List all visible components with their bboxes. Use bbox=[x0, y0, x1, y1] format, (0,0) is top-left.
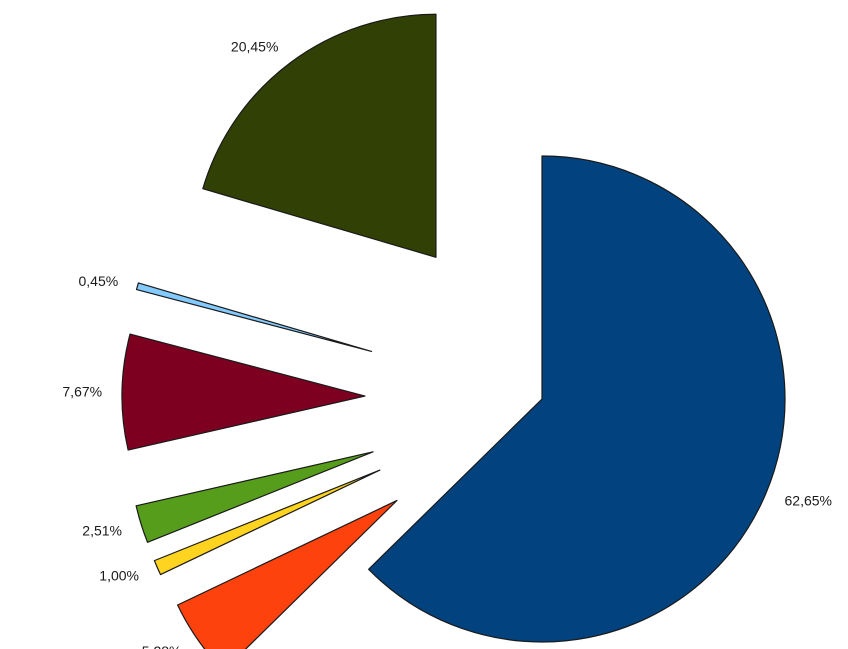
slice-label: 1,00% bbox=[99, 568, 139, 584]
pie-slice-2-51- bbox=[135, 451, 374, 543]
pie-slice-0-45- bbox=[135, 282, 373, 353]
slice-label: 7,67% bbox=[62, 384, 102, 400]
pie-slice-20-45- bbox=[202, 13, 437, 258]
pie-slices bbox=[121, 13, 786, 649]
pie-slice-7-67- bbox=[121, 333, 366, 451]
slice-label: 0,45% bbox=[78, 273, 118, 289]
slice-label: 2,51% bbox=[82, 522, 122, 538]
slice-label: 20,45% bbox=[231, 39, 278, 55]
pie-slice-1-00- bbox=[153, 469, 381, 576]
slice-label: 62,65% bbox=[785, 493, 832, 509]
slice-label: 5,28% bbox=[142, 643, 182, 649]
pie-slice-62-65- bbox=[368, 155, 786, 643]
pie-slice-5-28- bbox=[177, 499, 398, 649]
pie-labels: 62,65% 5,28% 1,00% 2,51% 7,67% 0,45% 20,45% bbox=[62, 39, 832, 649]
